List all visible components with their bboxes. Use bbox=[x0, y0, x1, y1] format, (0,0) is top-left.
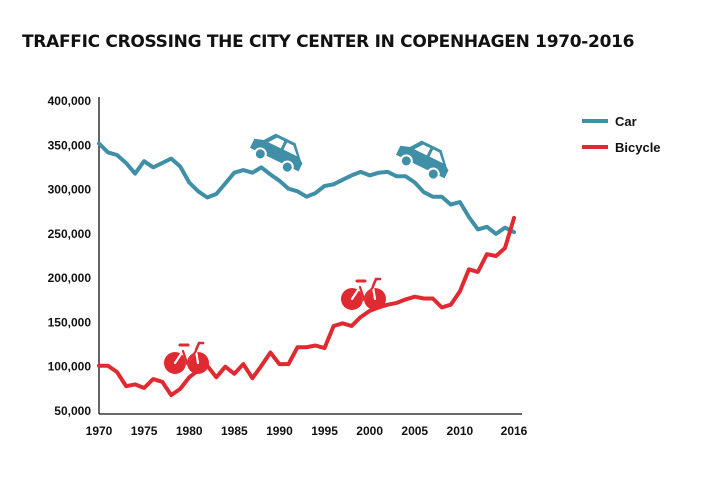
bicycle-icon bbox=[341, 277, 386, 310]
legend: Car Bicycle bbox=[582, 114, 661, 155]
x-tick-label: 2005 bbox=[401, 424, 428, 438]
x-tick-label: 1975 bbox=[131, 424, 158, 438]
tick-labels: 50,000 100,000 150,000 200,000 250,000 300,00… bbox=[48, 94, 528, 438]
x-tick-label: 1985 bbox=[221, 424, 248, 438]
x-tick-label: 1990 bbox=[266, 424, 293, 438]
y-tick-label: 200,000 bbox=[48, 271, 92, 285]
bike-handlebar bbox=[194, 341, 205, 352]
car-window bbox=[283, 142, 298, 157]
y-tick-label: 50,000 bbox=[54, 404, 91, 418]
legend-label: Car bbox=[615, 114, 637, 129]
x-tick-label: 1980 bbox=[176, 424, 203, 438]
bike-handlebar bbox=[371, 277, 382, 288]
legend-label: Bicycle bbox=[615, 140, 661, 155]
x-tick-label: 1970 bbox=[86, 424, 113, 438]
series-line-bicycle bbox=[97, 215, 516, 398]
car-window bbox=[268, 137, 285, 149]
car-icon bbox=[249, 133, 303, 174]
x-tick-label: 2016 bbox=[501, 424, 528, 438]
car-window bbox=[414, 144, 431, 156]
car-wheel bbox=[282, 162, 292, 172]
y-tick-label: 350,000 bbox=[48, 138, 92, 152]
x-tick-label: 2010 bbox=[447, 424, 474, 438]
car-icon bbox=[395, 140, 449, 181]
y-tick-label: 300,000 bbox=[48, 183, 92, 197]
y-tick-label: 100,000 bbox=[48, 360, 92, 374]
bike-frame-overlay bbox=[358, 285, 375, 302]
chart-axes bbox=[98, 97, 522, 415]
chart-icons bbox=[164, 133, 449, 374]
car-wheel bbox=[428, 169, 438, 179]
y-tick-label: 150,000 bbox=[48, 315, 92, 329]
series-lines bbox=[97, 141, 516, 398]
car-wheel bbox=[255, 149, 265, 159]
y-tick-label: 250,000 bbox=[48, 227, 92, 241]
car-window bbox=[429, 149, 444, 164]
series-line-car bbox=[97, 141, 516, 236]
y-tick-label: 400,000 bbox=[48, 94, 92, 108]
x-tick-label: 1995 bbox=[311, 424, 338, 438]
car-wheel bbox=[401, 156, 411, 166]
bike-frame-overlay bbox=[181, 349, 198, 366]
x-tick-label: 2000 bbox=[356, 424, 383, 438]
bicycle-icon bbox=[164, 341, 209, 374]
chart-title: TRAFFIC CROSSING THE CITY CENTER IN COPE… bbox=[22, 32, 635, 52]
